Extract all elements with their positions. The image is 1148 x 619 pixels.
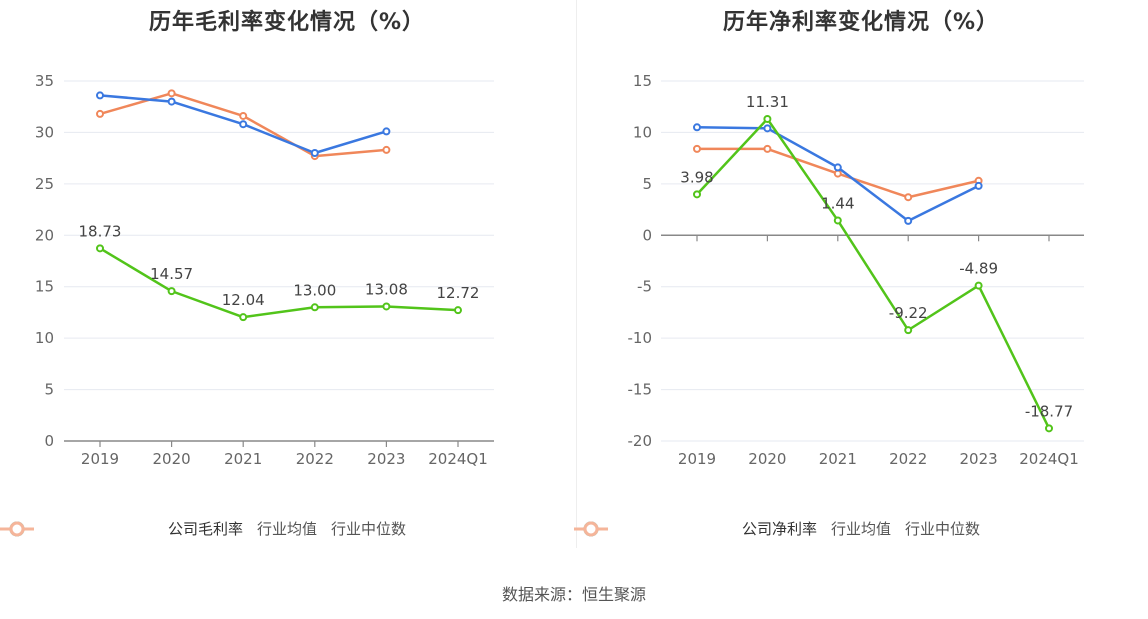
data-point-industry-median	[693, 144, 701, 153]
data-label: 13.00	[293, 281, 336, 299]
y-tick-label: -10	[628, 329, 653, 347]
data-point-company	[382, 302, 391, 311]
data-point-industry-avg	[167, 97, 176, 106]
data-point-company	[167, 287, 176, 296]
chart-title: 历年净利率变化情况（%）	[722, 10, 1000, 35]
data-point-company	[96, 244, 104, 253]
data-label: 18.73	[79, 222, 122, 240]
legend-item-company[interactable]: 公司净利率	[574, 518, 817, 539]
legend-label: 公司净利率	[741, 520, 817, 538]
legend-item-industry-avg[interactable]: 行业均值	[574, 518, 891, 539]
net-margin-chart: -20 -15 -10 -5 0 5 10 15 2019 2020 2021 2022 2023 202…	[628, 72, 1084, 468]
data-point-company	[763, 114, 772, 123]
data-point-industry-avg	[974, 181, 983, 190]
y-tick-label: 15	[633, 72, 652, 90]
legend-label: 行业均值	[830, 520, 891, 538]
data-label: 11.31	[746, 93, 789, 111]
data-point-industry-median	[382, 145, 391, 154]
legend-swatch-median-icon	[0, 521, 34, 537]
y-tick-label: 15	[35, 278, 54, 296]
y-tick-label: 25	[35, 175, 54, 193]
y-tick-label: -15	[628, 381, 653, 399]
legend-label: 行业中位数	[331, 520, 407, 538]
chart-title: 历年毛利率变化情况（%）	[148, 10, 426, 35]
data-point-industry-avg	[904, 216, 913, 225]
data-point-industry-median	[833, 169, 842, 178]
data-point-industry-median	[904, 193, 913, 202]
data-point-industry-avg	[763, 124, 772, 133]
data-label: -9.22	[889, 304, 928, 322]
y-tick-label: 0	[642, 226, 652, 244]
chart-legend: 公司毛利率 行业均值 行业中位数	[0, 518, 574, 539]
legend-item-industry-avg[interactable]: 行业均值	[0, 518, 317, 539]
x-tick-label: 2023	[960, 450, 998, 468]
x-tick-label: 2021	[819, 450, 857, 468]
x-tick-label: 2019	[678, 450, 716, 468]
legend-item-industry-median[interactable]: 行业中位数	[574, 518, 981, 539]
x-tick-label: 2024Q1	[1019, 450, 1079, 468]
data-label: 12.72	[437, 284, 480, 302]
data-point-company	[974, 281, 983, 290]
data-label: 14.57	[150, 265, 193, 283]
legend-swatch-median-icon	[574, 521, 608, 537]
x-tick-label: 2022	[296, 450, 334, 468]
data-label: 3.98	[680, 168, 713, 186]
gross-margin-chart-panel: 历年毛利率变化情况（%） 0 5 10 15 20 25 30 35 2019 2020 2021 2…	[0, 0, 574, 560]
data-point-industry-avg	[382, 127, 391, 136]
y-tick-label: 5	[642, 175, 652, 193]
y-tick-label: 5	[44, 381, 54, 399]
panel-divider	[576, 0, 577, 548]
y-tick-label: 0	[44, 432, 54, 450]
x-tick-label: 2023	[367, 450, 405, 468]
data-point-industry-median	[96, 109, 104, 118]
legend-label: 公司毛利率	[167, 520, 243, 538]
y-tick-label: -20	[628, 432, 653, 450]
data-point-company	[239, 313, 248, 322]
data-point-industry-avg	[239, 120, 248, 129]
legend-item-company[interactable]: 公司毛利率	[0, 518, 243, 539]
data-point-company	[693, 190, 701, 199]
series-line-company	[696, 117, 1051, 429]
net-margin-chart-panel: 历年净利率变化情况（%） -20 -15 -10 -5 0 5 10 15 2019 2020 20…	[574, 0, 1148, 560]
data-label: 1.44	[821, 194, 854, 212]
data-point-industry-avg	[96, 91, 104, 100]
y-tick-label: 10	[35, 329, 54, 347]
data-source-note: 数据来源：恒生聚源	[501, 585, 646, 604]
data-label: -4.89	[959, 260, 998, 278]
x-tick-label: 2022	[889, 450, 927, 468]
data-point-industry-avg	[310, 149, 319, 157]
y-tick-label: 10	[633, 123, 652, 141]
data-point-company	[310, 303, 319, 312]
data-point-industry-median	[167, 89, 176, 98]
data-point-industry-median	[239, 111, 248, 120]
legend-item-industry-median[interactable]: 行业中位数	[0, 518, 407, 539]
data-label: 12.04	[222, 291, 265, 309]
data-point-company	[1045, 424, 1053, 433]
gross-margin-chart: 0 5 10 15 20 25 30 35 2019 2020 2021 2022 2023 2024Q1…	[35, 72, 494, 468]
data-label: 13.08	[365, 280, 408, 298]
x-tick-label: 2021	[224, 450, 262, 468]
data-point-industry-avg	[693, 123, 701, 132]
y-tick-label: 20	[35, 226, 54, 244]
data-point-company	[454, 306, 462, 315]
chart-legend: 公司净利率 行业均值 行业中位数	[574, 518, 1148, 539]
y-tick-label: 30	[35, 123, 54, 141]
data-label: -18.77	[1025, 402, 1073, 420]
series-line-company	[99, 247, 459, 319]
data-point-company	[904, 326, 913, 335]
x-tick-label: 2020	[748, 450, 786, 468]
data-point-company	[833, 216, 842, 225]
legend-label: 行业中位数	[905, 520, 981, 538]
data-point-industry-avg	[833, 163, 842, 172]
x-tick-label: 2024Q1	[428, 450, 488, 468]
legend-label: 行业均值	[256, 520, 317, 538]
y-tick-label: 35	[35, 72, 54, 90]
y-tick-label: -5	[637, 278, 652, 296]
x-tick-label: 2019	[81, 450, 119, 468]
data-point-industry-median	[763, 144, 772, 153]
x-tick-label: 2020	[153, 450, 191, 468]
